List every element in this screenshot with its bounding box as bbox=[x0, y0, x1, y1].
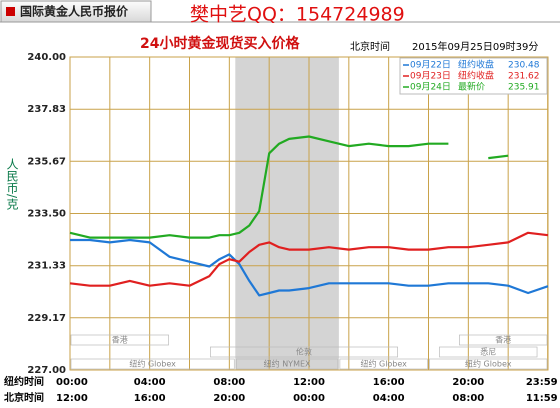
session-box bbox=[339, 358, 428, 370]
x-row-label: 纽约时间 bbox=[4, 375, 44, 388]
legend-name: 09月24日 bbox=[410, 82, 451, 93]
y-axis-label: 人民币/克 bbox=[5, 158, 19, 211]
x2-tick-label: 00:00 bbox=[293, 393, 325, 404]
timestamp: 2015年09月25日09时39分 bbox=[412, 40, 538, 53]
legend-label: 纽约收盘 bbox=[458, 70, 494, 82]
legend-name: 09月22日 bbox=[410, 60, 451, 71]
x2-tick-label: 08:00 bbox=[452, 393, 484, 404]
plot-frame bbox=[69, 56, 549, 371]
y-tick-label: 233.50 bbox=[27, 209, 66, 220]
legend-name: 09月23日 bbox=[410, 71, 451, 82]
session-box bbox=[70, 358, 235, 370]
session-box bbox=[235, 358, 339, 370]
legend-value: 231.62 bbox=[508, 72, 540, 82]
session-label: 伦敦 bbox=[296, 347, 312, 357]
session-label: 纽约 Globex bbox=[360, 359, 407, 369]
legend-label: 最新价 bbox=[458, 81, 485, 93]
x2-tick-label: 11:59 bbox=[526, 393, 558, 404]
legend-label: 纽约收盘 bbox=[458, 59, 494, 71]
y-tick-label: 240.00 bbox=[27, 52, 66, 63]
legend-value: 235.91 bbox=[508, 83, 540, 93]
x-tick-label: 00:00 bbox=[56, 377, 88, 388]
x-tick-label: 16:00 bbox=[373, 377, 405, 388]
session-label: 纽约 NYMEX bbox=[264, 359, 311, 369]
session-label: 香港 bbox=[112, 335, 128, 345]
y-tick-label: 229.17 bbox=[27, 313, 66, 324]
legend-value: 230.48 bbox=[508, 61, 540, 71]
session-box bbox=[439, 346, 538, 358]
y-tick-label: 227.00 bbox=[27, 365, 66, 376]
x-tick-label: 04:00 bbox=[134, 377, 166, 388]
session-box bbox=[429, 358, 548, 370]
x2-tick-label: 04:00 bbox=[373, 393, 405, 404]
session-box bbox=[210, 346, 398, 358]
x2-tick-label: 16:00 bbox=[134, 393, 166, 404]
x2-row-label: 北京时间 bbox=[4, 391, 44, 404]
tab-title[interactable]: 国际黄金人民币报价 bbox=[20, 4, 129, 19]
watermark: 樊中艺QQ：154724989 bbox=[190, 4, 405, 26]
series-line bbox=[69, 135, 509, 239]
session-label: 纽约 Globex bbox=[129, 359, 176, 369]
series-line bbox=[70, 238, 549, 297]
x2-tick-label: 12:00 bbox=[56, 393, 88, 404]
x-tick-label: 23:59 bbox=[526, 377, 558, 388]
x-tick-label: 20:00 bbox=[452, 377, 484, 388]
x-tick-label: 08:00 bbox=[213, 377, 245, 388]
time-label: 北京时间 bbox=[350, 40, 390, 53]
y-tick-label: 237.83 bbox=[27, 104, 66, 115]
x-tick-label: 12:00 bbox=[293, 377, 325, 388]
session-label: 香港 bbox=[495, 335, 511, 345]
legend-box bbox=[399, 57, 548, 95]
chart-title: 24小时黄金现货买入价格 bbox=[140, 35, 300, 52]
session-label: 悉尼 bbox=[480, 347, 496, 357]
series-line bbox=[69, 231, 549, 287]
y-tick-label: 235.67 bbox=[27, 156, 66, 167]
tab-icon bbox=[6, 7, 15, 16]
session-label: 纽约 Globex bbox=[465, 359, 512, 369]
y-tick-label: 231.33 bbox=[27, 261, 66, 272]
session-box bbox=[459, 334, 548, 346]
session-box bbox=[70, 334, 169, 346]
x2-tick-label: 20:00 bbox=[213, 393, 245, 404]
